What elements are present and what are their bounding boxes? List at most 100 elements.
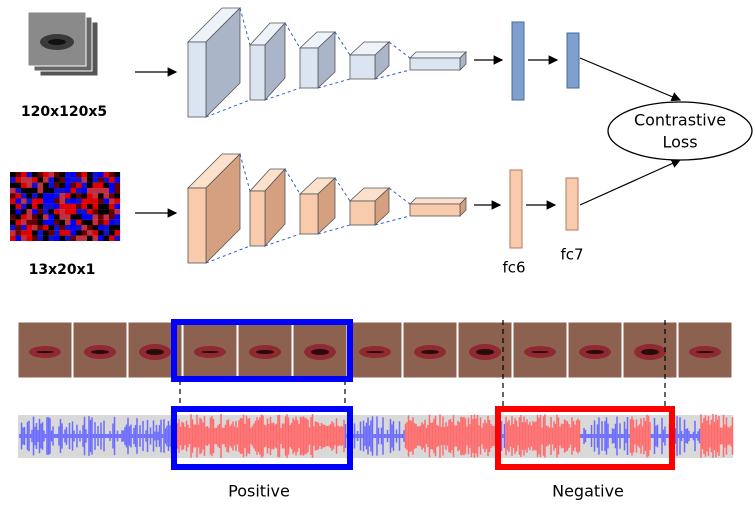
mfcc-cell <box>76 193 82 198</box>
mfcc-cell <box>21 214 27 219</box>
mfcc-cell <box>21 183 27 188</box>
mfcc-cell <box>32 172 38 177</box>
mfcc-cell <box>10 188 16 193</box>
mfcc-cell <box>109 204 115 209</box>
mfcc-cell <box>10 199 16 204</box>
mfcc-cell <box>27 225 33 230</box>
mfcc-cell <box>82 188 88 193</box>
mfcc-cell <box>43 230 49 235</box>
mfcc-cell <box>43 204 49 209</box>
mfcc-cell <box>98 236 104 241</box>
box-top <box>410 198 466 204</box>
mfcc-cell <box>65 204 71 209</box>
mfcc-cell <box>54 172 60 177</box>
mfcc-cell <box>115 230 121 235</box>
negative-label: Negative <box>552 482 624 501</box>
mfcc-cell <box>115 188 121 193</box>
mfcc-cell <box>32 225 38 230</box>
mfcc-cell <box>16 188 22 193</box>
mfcc-cell <box>60 209 66 214</box>
mfcc-cell <box>27 236 33 241</box>
mfcc-cell <box>32 209 38 214</box>
mfcc-cell <box>27 204 33 209</box>
mfcc-cell <box>10 193 16 198</box>
box-top <box>410 52 466 58</box>
mfcc-cell <box>10 236 16 241</box>
mfcc-cell <box>16 199 22 204</box>
mfcc-cell <box>93 188 99 193</box>
mfcc-cell <box>87 214 93 219</box>
mfcc-cell <box>43 172 49 177</box>
fc7-top <box>567 33 579 88</box>
mfcc-cell <box>76 209 82 214</box>
mfcc-cell <box>65 220 71 225</box>
mfcc-cell <box>49 220 55 225</box>
fc7-label: fc7 <box>560 246 583 264</box>
mfcc-cell <box>16 193 22 198</box>
mouth <box>146 349 164 355</box>
mouth <box>476 349 494 355</box>
mfcc-cell <box>21 172 27 177</box>
box-front <box>410 204 460 216</box>
mfcc-cell <box>76 214 82 219</box>
mfcc-cell <box>82 199 88 204</box>
mfcc-cell <box>115 214 121 219</box>
mfcc-cell <box>60 220 66 225</box>
mfcc-cell <box>93 199 99 204</box>
mfcc-cell <box>76 172 82 177</box>
mfcc-cell <box>98 177 104 182</box>
mfcc-cell <box>82 193 88 198</box>
box-front <box>300 48 318 88</box>
mfcc-cell <box>115 193 121 198</box>
mfcc-cell <box>87 199 93 204</box>
mfcc-cell <box>71 209 77 214</box>
mfcc-cell <box>60 183 66 188</box>
box-front <box>410 58 460 70</box>
mfcc-cell <box>115 183 121 188</box>
mfcc-cell <box>104 172 110 177</box>
mfcc-cell <box>76 225 82 230</box>
mfcc-cell <box>60 193 66 198</box>
mfcc-cell <box>38 209 44 214</box>
mfcc-cell <box>82 209 88 214</box>
mfcc-cell <box>82 183 88 188</box>
mfcc-cell <box>87 183 93 188</box>
mfcc-cell <box>54 220 60 225</box>
mfcc-cell <box>32 188 38 193</box>
mfcc-cell <box>71 220 77 225</box>
mfcc-cell <box>54 183 60 188</box>
box-link <box>389 188 410 204</box>
mouth <box>531 351 549 353</box>
mfcc-cell <box>54 225 60 230</box>
mfcc-cell <box>93 204 99 209</box>
mfcc-cell <box>49 225 55 230</box>
mfcc-cell <box>65 214 71 219</box>
mfcc-cell <box>38 230 44 235</box>
mfcc-cell <box>71 225 77 230</box>
mfcc-cell <box>27 230 33 235</box>
mfcc-cell <box>93 177 99 182</box>
mfcc-cell <box>104 183 110 188</box>
mfcc-cell <box>54 188 60 193</box>
mfcc-cell <box>49 230 55 235</box>
mfcc-cell <box>21 177 27 182</box>
mfcc-cell <box>115 172 121 177</box>
mfcc-cell <box>10 204 16 209</box>
mfcc-cell <box>38 225 44 230</box>
mfcc-cell <box>82 236 88 241</box>
mfcc-cell <box>60 225 66 230</box>
mfcc-cell <box>16 172 22 177</box>
mfcc-cell <box>43 183 49 188</box>
mfcc-cell <box>54 199 60 204</box>
mfcc-cell <box>49 214 55 219</box>
mfcc-cell <box>71 172 77 177</box>
mfcc-cell <box>27 209 33 214</box>
mfcc-cell <box>49 188 55 193</box>
box-link <box>240 154 250 191</box>
mfcc-cell <box>104 204 110 209</box>
mfcc-cell <box>93 214 99 219</box>
mfcc-cell <box>21 230 27 235</box>
mfcc-cell <box>38 183 44 188</box>
lip-frames <box>18 322 732 378</box>
mfcc-cell <box>109 193 115 198</box>
